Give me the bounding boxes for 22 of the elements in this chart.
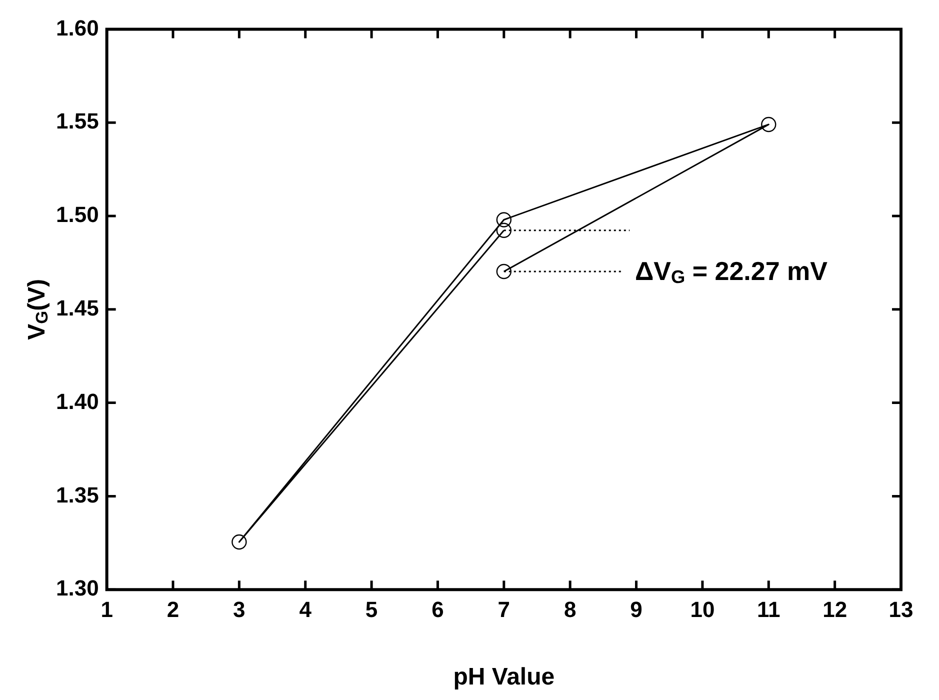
x-tick-label: 4 <box>299 596 312 622</box>
x-tick-label: 12 <box>822 596 848 622</box>
x-axis-title: pH Value <box>453 664 555 691</box>
x-tick-label: 13 <box>888 596 914 622</box>
x-tick-label: 1 <box>100 596 113 622</box>
x-tick-label: 2 <box>166 596 180 622</box>
y-tick-label: 1.55 <box>56 108 99 134</box>
x-tick-label: 11 <box>757 596 780 622</box>
y-tick-label: 1.45 <box>56 295 99 320</box>
x-tick-label: 5 <box>365 596 378 622</box>
y-tick-label: 1.35 <box>56 482 99 508</box>
y-tick-label: 1.50 <box>56 202 99 228</box>
x-tick-label: 3 <box>233 596 246 622</box>
x-tick-label: 10 <box>690 596 715 622</box>
x-tick-label: 8 <box>564 596 576 622</box>
y-axis-title: VG(V) <box>24 278 52 340</box>
x-tick-label: 9 <box>630 596 642 622</box>
y-tick-label: 1.40 <box>56 388 99 414</box>
x-tick-label: 7 <box>498 596 510 622</box>
y-tick-label: 1.60 <box>56 15 99 40</box>
y-tick-label: 1.30 <box>56 576 99 601</box>
x-tick-label: 6 <box>432 596 444 622</box>
